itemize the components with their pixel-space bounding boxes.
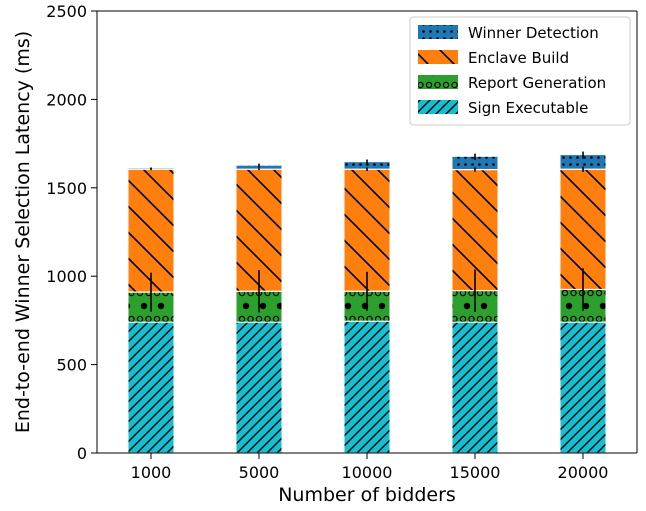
x-tick-label-10000: 10000 bbox=[342, 463, 393, 482]
bar-hatch-winner-detection-10000 bbox=[344, 162, 390, 170]
legend-swatch-hatch-winner-detection bbox=[418, 25, 458, 39]
legend-swatch-hatch-enclave-build bbox=[418, 50, 458, 64]
x-axis-ticks: 1000 5000 10000 15000 20000 bbox=[131, 453, 609, 482]
y-tick-label-1000: 1000 bbox=[46, 267, 87, 286]
legend-label-enclave-build: Enclave Build bbox=[468, 49, 569, 67]
bar-hatch-winner-detection-15000 bbox=[452, 156, 498, 170]
bar-hatch-sign-executable-10000 bbox=[344, 321, 390, 453]
y-tick-label-2000: 2000 bbox=[46, 90, 87, 109]
legend-frame bbox=[409, 16, 631, 126]
legend-label-report-generation: Report Generation bbox=[468, 74, 606, 92]
legend-swatch-hatch-sign-executable bbox=[418, 100, 458, 114]
y-tick-label-2500: 2500 bbox=[46, 2, 87, 21]
bars-layer bbox=[128, 155, 606, 454]
bar-hatch-sign-executable-20000 bbox=[560, 322, 606, 453]
x-axis-title: Number of bidders bbox=[278, 484, 456, 506]
legend-label-winner-detection: Winner Detection bbox=[468, 24, 599, 42]
y-axis-ticks: 0 500 1000 1500 2000 2500 bbox=[46, 2, 97, 463]
bar-hatch-sign-executable-5000 bbox=[236, 322, 282, 453]
y-tick-label-1500: 1500 bbox=[46, 179, 87, 198]
error-bars-layer bbox=[150, 151, 584, 313]
y-tick-label-500: 500 bbox=[56, 356, 87, 375]
bar-hatch-sign-executable-15000 bbox=[452, 322, 498, 453]
x-tick-label-1000: 1000 bbox=[131, 463, 172, 482]
bar-hatch-enclave-build-1000 bbox=[128, 169, 174, 293]
legend: Winner Detection Enclave Build Report Gene… bbox=[409, 16, 631, 126]
x-tick-label-15000: 15000 bbox=[450, 463, 501, 482]
legend-swatch-hatch-report-generation bbox=[418, 75, 458, 89]
y-axis-title: End-to-end Winner Selection Latency (ms) bbox=[12, 31, 34, 433]
y-tick-label-0: 0 bbox=[77, 444, 87, 463]
bar-hatch-sign-executable-1000 bbox=[128, 322, 174, 453]
bar-hatch-winner-detection-20000 bbox=[560, 155, 606, 170]
x-tick-label-20000: 20000 bbox=[558, 463, 609, 482]
bar-hatch-enclave-build-10000 bbox=[344, 169, 390, 292]
x-tick-label-5000: 5000 bbox=[239, 463, 280, 482]
legend-label-sign-executable: Sign Executable bbox=[468, 99, 588, 117]
